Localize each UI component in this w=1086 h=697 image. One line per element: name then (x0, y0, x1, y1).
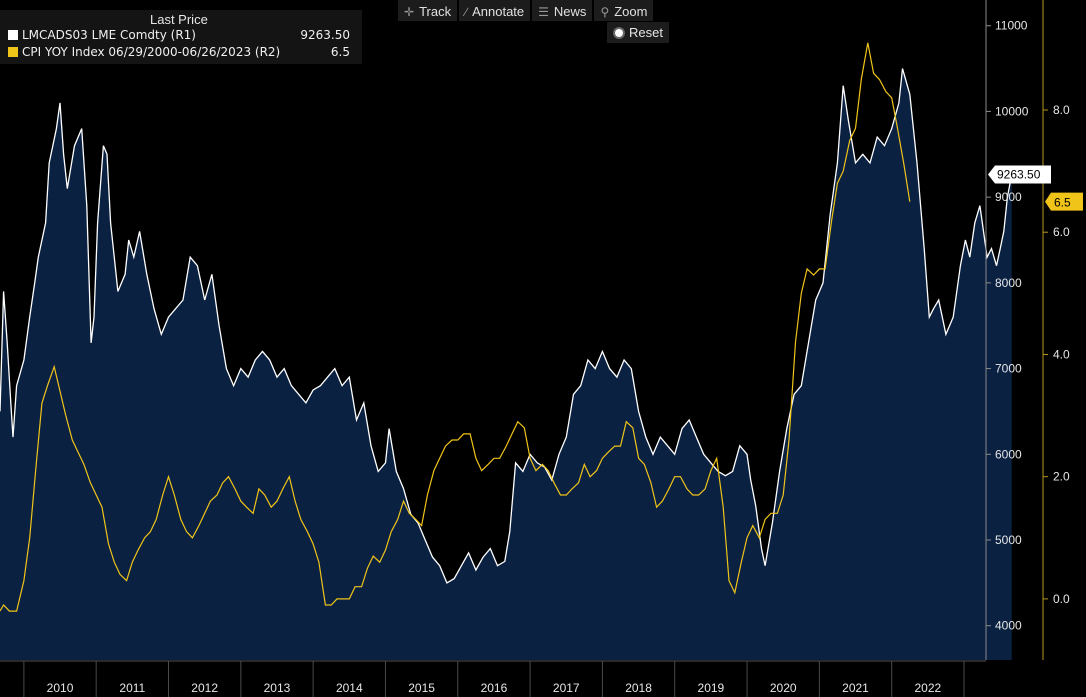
cpi-tick-label: 2.0 (1053, 470, 1070, 484)
time-axis: 2010 2011 2012 2013 2014 2015 2016 2017 2018 2019… (0, 660, 986, 697)
zoom-button[interactable]: ⚲ Zoom (594, 0, 654, 21)
copper-line (0, 68, 1013, 584)
year-tick-label: 2018 (625, 681, 652, 695)
news-icon: ☰ (538, 4, 549, 19)
copper-tick-label: 8000 (995, 276, 1022, 290)
legend-entry-copper: LMCADS03 LME Comdty (R1) 9263.50 (8, 28, 356, 42)
year-tick-label: 2017 (553, 681, 580, 695)
legend-label-cpi: CPI YOY Index 06/29/2000-06/26/2023 (R2) (22, 45, 281, 59)
legend-value-cpi: 6.5 (330, 45, 350, 59)
legend-header: Last Price (150, 12, 208, 27)
copper-tick-label: 11000 (995, 19, 1028, 33)
year-tick-label: 2014 (336, 681, 363, 695)
reset-button[interactable]: Reset (607, 22, 669, 43)
legend-swatch-copper (8, 30, 18, 40)
cpi-line (0, 42, 911, 612)
crosshair-icon: ✛ (404, 4, 415, 19)
year-tick-label: 2012 (191, 681, 218, 695)
year-tick-label: 2011 (119, 681, 145, 695)
cpi-last-tag (1045, 192, 1083, 211)
year-tick-label: 2010 (47, 681, 74, 695)
year-tick-label: 2020 (770, 681, 797, 695)
copper-tick-label: 6000 (995, 447, 1022, 461)
chart-toolbar: ✛ Track ∕ Annotate ☰ News ⚲ Zoom (398, 0, 654, 21)
year-tick-label: 2022 (914, 681, 941, 695)
copper-tick-label: 4000 (995, 619, 1022, 633)
year-tick-label: 2015 (408, 681, 435, 695)
news-label: News (553, 4, 587, 19)
copper-tick-label: 10000 (995, 104, 1029, 118)
track-label: Track (419, 4, 452, 19)
year-tick-label: 2016 (481, 681, 508, 695)
annotate-button[interactable]: ∕ Annotate (459, 0, 531, 21)
legend-label-copper: LMCADS03 LME Comdty (R1) (22, 28, 196, 42)
pencil-icon: ∕ (465, 4, 468, 19)
zoom-label: Zoom (614, 4, 648, 19)
year-tick-label: 2013 (264, 681, 291, 695)
copper-last-value: 9263.50 (997, 168, 1041, 182)
cpi-tick-label: 8.0 (1053, 103, 1070, 117)
legend-swatch-cpi (8, 47, 18, 57)
copper-tick-label: 5000 (995, 533, 1022, 547)
plot-area (0, 42, 1013, 661)
reset-icon (615, 28, 623, 37)
copper-last-tag (988, 165, 1051, 184)
legend-entry-cpi: CPI YOY Index 06/29/2000-06/26/2023 (R2)… (8, 45, 356, 59)
right-axes: 11000 10000 9000 8000 7000 6000 5000 4000 8.0 6.0… (985, 0, 1083, 660)
cpi-last-value: 6.5 (1054, 196, 1071, 210)
time-axis-background (0, 661, 986, 697)
track-button[interactable]: ✛ Track (398, 0, 458, 21)
cpi-tick-label: 0.0 (1053, 592, 1070, 606)
year-tick-label: 2019 (698, 681, 725, 695)
copper-tick-label: 7000 (995, 362, 1022, 376)
legend-value-copper: 9263.50 (300, 28, 350, 42)
legend-panel: Last Price LMCADS03 LME Comdty (R1) 9263… (0, 10, 362, 64)
reset-label: Reset (629, 25, 663, 40)
magnifier-icon: ⚲ (600, 4, 610, 19)
annotate-label: Annotate (472, 4, 525, 19)
cpi-tick-label: 6.0 (1053, 225, 1070, 239)
cpi-tick-label: 4.0 (1053, 347, 1070, 361)
copper-tick-label: 9000 (995, 190, 1022, 204)
year-tick-label: 2021 (842, 681, 869, 695)
news-button[interactable]: ☰ News (532, 0, 593, 21)
